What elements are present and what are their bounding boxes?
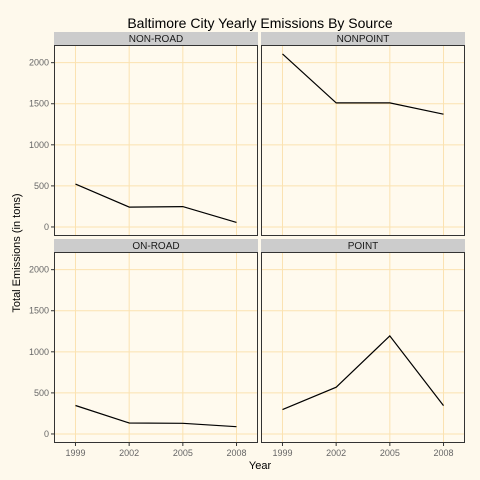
panel-background [54, 45, 258, 236]
facet-panel-point: POINT 1999 2002 2005 2008 [261, 239, 465, 458]
x-tick-label: 2008 [227, 448, 247, 458]
facet-panel-nonpoint: NONPOINT [261, 32, 465, 236]
panel-border [54, 45, 258, 236]
x-tick-label: 2002 [326, 448, 346, 458]
series-line-non-road [75, 183, 237, 223]
facet-panels: NON-ROAD 0 500 1000 1500 2000 NONPOINT ON-ROAD 0… [29, 32, 465, 458]
y-tick-label: 1000 [29, 347, 49, 357]
panel-border [261, 252, 465, 443]
facet-panel-on-road: ON-ROAD 0 500 1000 1500 2000 1999 2002 2005 2008 [29, 239, 258, 458]
x-tick-label: 2005 [380, 448, 400, 458]
facet-strip [261, 239, 465, 252]
chart-title: Baltimore City Yearly Emissions By Sourc… [127, 15, 393, 31]
panel-border [54, 252, 258, 443]
y-axis-title: Total Emissions (in tons) [11, 193, 23, 312]
facet-strip-label: NON-ROAD [129, 34, 183, 45]
y-tick-label: 0 [44, 429, 49, 439]
facet-strip [54, 32, 258, 45]
facet-strip [54, 239, 258, 252]
series-line-point [282, 335, 444, 411]
y-tick-label: 0 [44, 222, 49, 232]
series-line-on-road [75, 404, 237, 428]
facet-strip-label: ON-ROAD [132, 241, 179, 252]
panel-background [261, 252, 465, 443]
series-line-nonpoint [282, 53, 444, 115]
x-tick-label: 2002 [119, 448, 139, 458]
panel-background [54, 252, 258, 443]
y-tick-label: 500 [34, 181, 49, 191]
panel-border [261, 45, 465, 236]
x-tick-label: 1999 [272, 448, 292, 458]
facet-strip [261, 32, 465, 45]
y-tick-label: 1500 [29, 306, 49, 316]
x-tick-label: 2008 [434, 448, 454, 458]
panel-background [261, 45, 465, 236]
facet-strip-label: POINT [348, 241, 379, 252]
facet-panel-non-road: NON-ROAD 0 500 1000 1500 2000 [29, 32, 258, 236]
y-tick-label: 1000 [29, 140, 49, 150]
x-axis-title: Year [249, 460, 272, 472]
y-tick-label: 1500 [29, 99, 49, 109]
x-tick-label: 2005 [173, 448, 193, 458]
facet-strip-label: NONPOINT [337, 34, 390, 45]
y-tick-label: 2000 [29, 58, 49, 68]
y-tick-label: 500 [34, 388, 49, 398]
y-tick-label: 2000 [29, 265, 49, 275]
x-tick-label: 1999 [65, 448, 85, 458]
